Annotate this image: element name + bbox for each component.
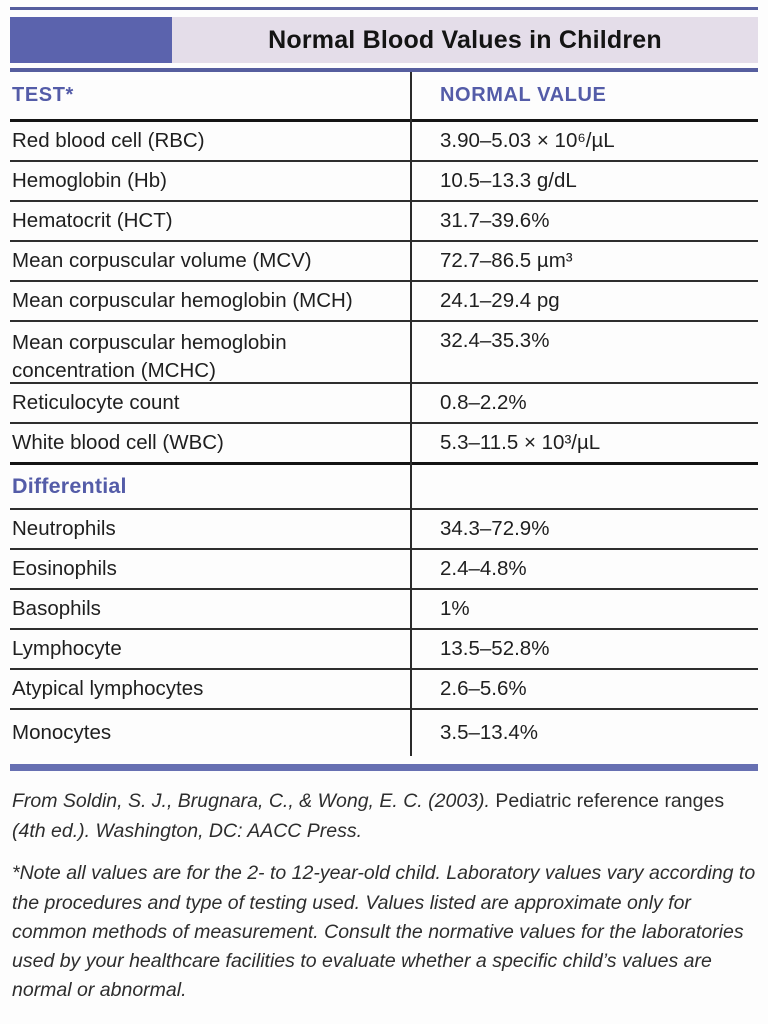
normal-value: 13.5–52.8% <box>440 637 550 660</box>
title-band-underline <box>10 68 758 72</box>
test-name: Mean corpuscular hemoglobin concentratio… <box>12 331 287 382</box>
normal-value: 3.5–13.4% <box>440 721 539 744</box>
test-name: Mean corpuscular hemoglobin (MCH) <box>12 289 353 313</box>
normal-value: 24.1–29.4 pg <box>440 289 560 312</box>
normal-value: 31.7–39.6% <box>440 209 550 232</box>
test-name: Hemoglobin (Hb) <box>12 169 167 193</box>
table-row-lymphocyte: Lymphocyte 13.5–52.8% <box>10 630 758 670</box>
test-name: White blood cell (WBC) <box>12 431 224 455</box>
test-name: Lymphocyte <box>12 637 122 661</box>
column-header-test: TEST* <box>12 84 74 106</box>
table-title-band: Normal Blood Values in Children <box>10 17 758 63</box>
test-name: Basophils <box>12 597 101 621</box>
table-section-differential: Differential <box>10 465 758 510</box>
table-row-monocytes: Monocytes 3.5–13.4% <box>10 710 758 756</box>
title-accent-block <box>10 17 172 63</box>
section-label: Differential <box>12 474 127 498</box>
normal-value: 2.6–5.6% <box>440 677 527 700</box>
test-name: Hematocrit (HCT) <box>12 209 173 233</box>
top-rule <box>10 7 758 10</box>
source-citation: From Soldin, S. J., Brugnara, C., & Wong… <box>12 786 756 846</box>
table-row-basophils: Basophils 1% <box>10 590 758 630</box>
normal-value: 72.7–86.5 µm³ <box>440 249 573 272</box>
table-row-reticulocyte: Reticulocyte count 0.8–2.2% <box>10 384 758 424</box>
normal-value: 1% <box>440 597 470 620</box>
test-name: Atypical lymphocytes <box>12 677 204 701</box>
normal-value: 3.90–5.03 × 10⁶/µL <box>440 129 615 152</box>
table-row-hematocrit: Hematocrit (HCT) 31.7–39.6% <box>10 202 758 242</box>
normal-value: 2.4–4.8% <box>440 557 527 580</box>
normal-value: 10.5–13.3 g/dL <box>440 169 577 192</box>
table-row-rbc: Red blood cell (RBC) 3.90–5.03 × 10⁶/µL <box>10 122 758 162</box>
table-header-row: TEST* NORMAL VALUE <box>10 72 758 122</box>
normal-value: 34.3–72.9% <box>440 517 550 540</box>
citation-book-title: Pediatric reference ranges <box>495 790 725 812</box>
table-bottom-rule <box>10 764 758 771</box>
table-row-wbc: White blood cell (WBC) 5.3–11.5 × 10³/µL <box>10 424 758 465</box>
citation-suffix: (4th ed.). Washington, DC: AACC Press. <box>12 820 363 843</box>
table-row-mch: Mean corpuscular hemoglobin (MCH) 24.1–2… <box>10 282 758 322</box>
normal-value: 5.3–11.5 × 10³/µL <box>440 431 601 454</box>
normal-value: 32.4–35.3% <box>440 329 550 352</box>
column-header-normal-value: NORMAL VALUE <box>440 84 607 106</box>
test-name: Mean corpuscular volume (MCV) <box>12 249 312 273</box>
table-row-mchc: Mean corpuscular hemoglobin concentratio… <box>10 322 758 384</box>
column-divider-line <box>410 72 412 756</box>
table-row-atypical-lymphocytes: Atypical lymphocytes 2.6–5.6% <box>10 670 758 710</box>
test-name: Red blood cell (RBC) <box>12 129 205 153</box>
table-row-hemoglobin: Hemoglobin (Hb) 10.5–13.3 g/dL <box>10 162 758 202</box>
citation-prefix: From Soldin, S. J., Brugnara, C., & Wong… <box>12 790 496 812</box>
table-row-mcv: Mean corpuscular volume (MCV) 72.7–86.5 … <box>10 242 758 282</box>
blood-values-table: TEST* NORMAL VALUE Red blood cell (RBC) … <box>10 72 758 756</box>
footnote-text: *Note all values are for the 2- to 12-ye… <box>12 862 756 1002</box>
table-row-neutrophils: Neutrophils 34.3–72.9% <box>10 510 758 550</box>
test-name: Monocytes <box>12 721 112 745</box>
table-title: Normal Blood Values in Children <box>172 17 758 63</box>
test-name: Neutrophils <box>12 517 116 541</box>
test-name: Eosinophils <box>12 557 117 581</box>
test-name: Reticulocyte count <box>12 391 180 415</box>
table-row-eosinophils: Eosinophils 2.4–4.8% <box>10 550 758 590</box>
normal-value: 0.8–2.2% <box>440 391 527 414</box>
